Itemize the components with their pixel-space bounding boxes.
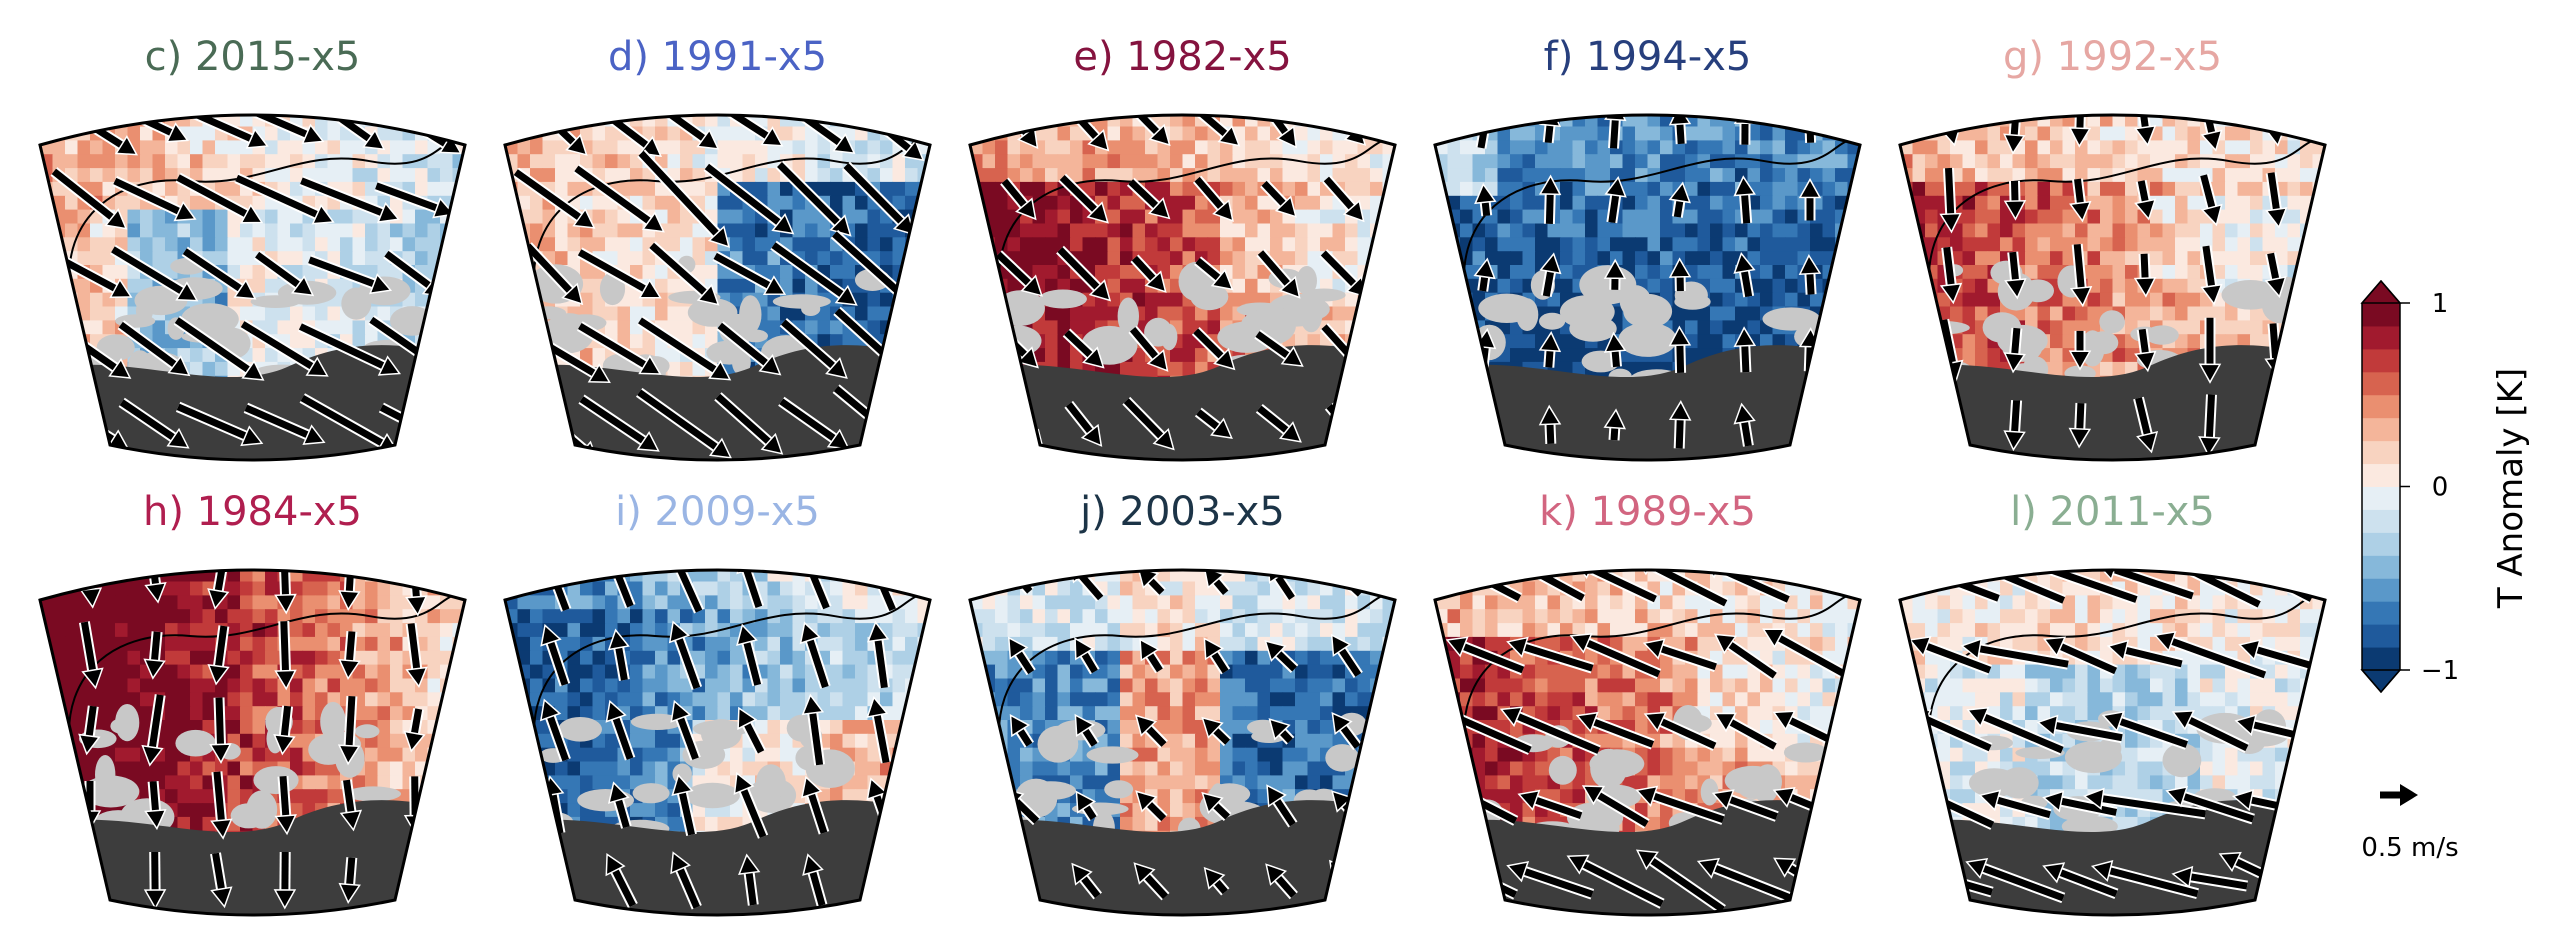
colorbar-cell — [2362, 601, 2400, 625]
colorbar-label: T Anomaly [K] — [2491, 368, 2531, 609]
panel-title-f: f) 1994-x5 — [1544, 34, 1752, 80]
panel-k: k) 1989-x5 — [1433, 489, 1862, 917]
panel-title-c: c) 2015-x5 — [145, 34, 361, 80]
colorbar-cell — [2362, 303, 2400, 327]
colorbar-cell — [2362, 509, 2400, 533]
colorbar-tick-label: 0 — [2432, 473, 2449, 503]
panel-d: d) 1991-x5 — [503, 34, 932, 462]
colorbar-cell — [2362, 486, 2400, 510]
panel-e: e) 1982-x5 — [968, 34, 1397, 462]
colorbar-cell — [2362, 624, 2400, 648]
panel-title-h: h) 1984-x5 — [143, 489, 362, 535]
reference-vector-label: 0.5 m/s — [2361, 833, 2458, 863]
temperature-field-k — [1435, 570, 1860, 915]
reference-arrow-head — [2400, 784, 2418, 806]
panel-title-g: g) 1992-x5 — [2003, 34, 2222, 80]
temperature-field-l — [1900, 570, 2325, 915]
map-frame-e — [968, 113, 1397, 462]
temperature-field-j — [970, 570, 1395, 915]
panel-f: f) 1994-x5 — [1433, 34, 1862, 462]
colorbar-cell — [2362, 555, 2400, 579]
panel-title-d: d) 1991-x5 — [608, 34, 827, 80]
colorbar-tick-label: 1 — [2432, 289, 2449, 319]
colorbar-cells — [2360, 279, 2402, 694]
reference-arrow — [2380, 784, 2418, 806]
colorbar: 1 0 −1 T Anomaly [K] — [2360, 279, 2531, 694]
temperature-field-c — [40, 115, 465, 460]
temperature-field-g — [1900, 115, 2325, 460]
map-frame-h — [38, 568, 467, 917]
colorbar-cell — [2362, 394, 2400, 419]
temperature-field-d — [505, 115, 930, 460]
colorbar-cell — [2362, 440, 2400, 465]
panel-title-l: l) 2011-x5 — [2010, 489, 2215, 535]
temperature-field-i — [505, 570, 930, 915]
colorbar-tick-label: −1 — [2421, 656, 2459, 686]
colorbar-ticks: 1 0 −1 — [2400, 289, 2459, 686]
colorbar-cell — [2362, 647, 2400, 671]
colorbar-cell — [2362, 532, 2400, 556]
temperature-field-f — [1435, 115, 1860, 460]
panel-l: l) 2011-x5 — [1898, 489, 2327, 917]
temperature-field-e — [970, 115, 1395, 460]
wind-vectors-g — [1938, 115, 2288, 457]
reference-vector: 0.5 m/s — [2361, 784, 2459, 863]
colorbar-cell — [2362, 463, 2400, 487]
map-frame-c — [38, 113, 467, 462]
panel-h: h) 1984-x5 — [38, 489, 467, 917]
map-frame-i — [503, 568, 932, 917]
map-frame-j — [968, 568, 1397, 917]
colorbar-cell — [2362, 417, 2400, 442]
panel-j: j) 2003-x5 — [968, 489, 1397, 917]
colorbar-extend-max — [2360, 279, 2402, 304]
panel-c: c) 2015-x5 — [38, 34, 467, 462]
colorbar-cell — [2362, 348, 2400, 373]
map-frame-l — [1898, 568, 2327, 917]
coastline-l — [1927, 593, 2325, 752]
map-frame-k — [1433, 568, 1862, 917]
colorbar-cell — [2362, 371, 2400, 396]
coastline-k — [1462, 593, 1860, 752]
map-frame-f — [1433, 113, 1862, 462]
coastline-c — [67, 138, 465, 297]
panel-g: g) 1992-x5 — [1898, 34, 2327, 462]
map-frame-d — [503, 113, 932, 462]
panel-i: i) 2009-x5 — [503, 489, 932, 917]
map-frame-g — [1898, 113, 2327, 462]
temperature-field-h — [40, 570, 465, 915]
wind-vectors-d — [505, 115, 927, 460]
colorbar-extend-min — [2360, 669, 2402, 694]
panel-title-i: i) 2009-x5 — [615, 489, 820, 535]
panel-title-k: k) 1989-x5 — [1539, 489, 1756, 535]
colorbar-cell — [2362, 325, 2400, 350]
panels: c) 2015-x5 d) 1991-x5 e) 1982-x5 f) 1994-x5… — [38, 34, 2327, 917]
panel-title-j: j) 2003-x5 — [1079, 489, 1285, 535]
colorbar-cell — [2362, 578, 2400, 602]
panel-title-e: e) 1982-x5 — [1073, 34, 1291, 80]
